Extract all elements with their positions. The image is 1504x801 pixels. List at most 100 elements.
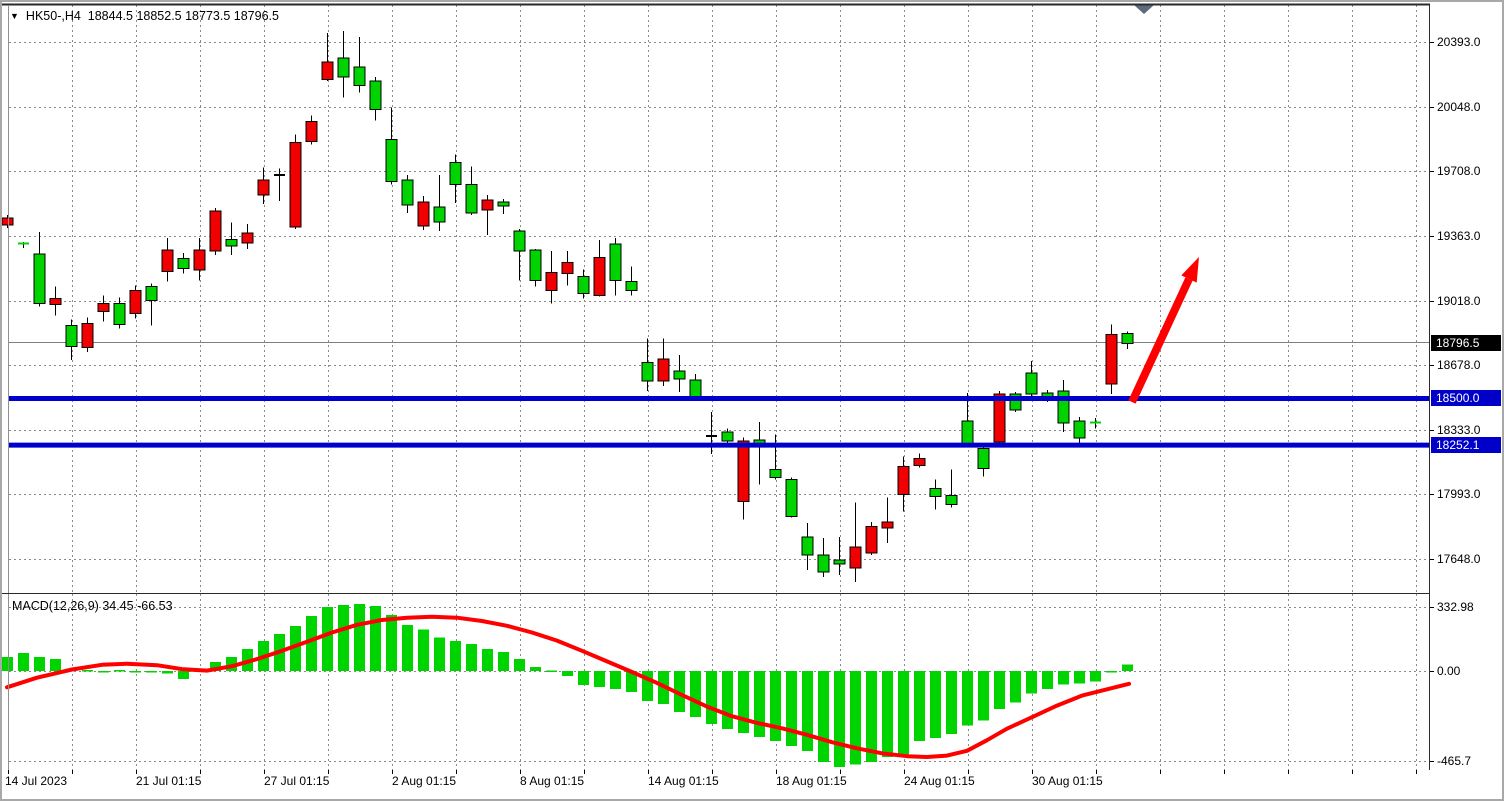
- price-chart-panel[interactable]: [2, 2, 1430, 594]
- bearish-candle: [897, 465, 910, 496]
- price-tick-label: 20393.0: [1437, 35, 1481, 49]
- bearish-candle: [97, 302, 110, 312]
- price-tick-mark: [1430, 42, 1434, 43]
- bullish-candle: [817, 554, 830, 573]
- doji-candle: [706, 435, 717, 438]
- macd-histogram-bar: [898, 671, 909, 755]
- macd-histogram-bar: [146, 671, 157, 673]
- time-tick-mark: [904, 770, 905, 774]
- bearish-candle: [737, 440, 750, 503]
- macd-histogram-bar: [338, 605, 349, 671]
- bullish-candle: [113, 302, 126, 326]
- bullish-candle: [145, 285, 158, 301]
- price-tick-mark: [1430, 559, 1434, 560]
- time-tick-mark: [456, 770, 457, 774]
- bearish-candle: [849, 546, 862, 569]
- time-tick-mark: [584, 770, 585, 774]
- macd-histogram-bar: [722, 671, 733, 730]
- macd-histogram-bar: [546, 670, 557, 672]
- price-tick-mark: [1430, 365, 1434, 366]
- bullish-candle: [801, 536, 814, 556]
- price-tick-mark: [1430, 236, 1434, 237]
- macd-histogram-bar: [770, 671, 781, 741]
- bullish-candle: [641, 362, 654, 382]
- price-tick-label: 19363.0: [1437, 229, 1481, 243]
- macd-signal-line: [5, 614, 1131, 759]
- macd-tick-label: 0.00: [1437, 664, 1461, 678]
- bullish-candle: [961, 420, 974, 446]
- bearish-candle: [561, 261, 574, 274]
- time-tick-mark: [8, 770, 9, 774]
- level-price-badge: 18500.0: [1431, 390, 1501, 406]
- macd-histogram-bar: [1122, 664, 1133, 671]
- macd-histogram-bar: [626, 671, 637, 692]
- doji-candle: [18, 242, 29, 245]
- macd-indicator-panel[interactable]: [2, 594, 1430, 771]
- time-tick-label: 21 Jul 01:15: [136, 774, 202, 788]
- time-axis[interactable]: 14 Jul 2023 21 Jul 01:15 27 Jul 01:15 2 Aug…: [2, 770, 1430, 797]
- bearish-candle: [81, 323, 94, 349]
- bullish-candle: [1057, 390, 1070, 424]
- ohlc-high: 18852.5: [136, 9, 182, 23]
- chart-shift-marker-icon: [1134, 5, 1154, 14]
- bearish-candle: [289, 142, 302, 228]
- bullish-candle: [465, 184, 478, 214]
- bearish-candle: [417, 201, 430, 227]
- bearish-candle: [161, 249, 174, 272]
- macd-tick-mark: [1430, 761, 1434, 762]
- bearish-candle: [481, 199, 494, 211]
- bullish-candle: [721, 431, 734, 442]
- macd-histogram-bar: [834, 671, 845, 767]
- price-axis[interactable]: 20393.0 20048.0 19708.0 19363.0 19018.0 18678…: [1430, 2, 1502, 797]
- macd-name: MACD(12,26,9): [12, 599, 99, 613]
- macd-histogram-bar: [1058, 671, 1069, 685]
- macd-histogram-bar: [850, 671, 861, 765]
- bullish-candle: [977, 447, 990, 469]
- macd-histogram-bar: [98, 671, 109, 673]
- trend-arrow[interactable]: [1128, 277, 1193, 404]
- macd-histogram-bar: [738, 671, 749, 733]
- macd-histogram-bar: [786, 671, 797, 746]
- bearish-candle: [593, 256, 606, 296]
- macd-histogram-bar: [818, 671, 829, 762]
- trend-arrow-head[interactable]: [1181, 257, 1199, 283]
- bullish-candle: [497, 201, 510, 207]
- bearish-candle: [913, 457, 926, 467]
- bullish-candle: [177, 257, 190, 269]
- bullish-candle: [449, 162, 462, 186]
- macd-histogram-bar: [498, 651, 509, 671]
- bearish-candle: [209, 210, 222, 252]
- macd-histogram-bar: [1010, 671, 1021, 703]
- time-tick-label: 2 Aug 01:15: [392, 774, 457, 788]
- macd-histogram-bar: [2, 656, 13, 671]
- bullish-candle: [513, 230, 526, 252]
- macd-main-value: 34.45: [102, 599, 134, 613]
- bullish-candle: [1121, 333, 1134, 345]
- macd-signal-value: -66.53: [137, 599, 173, 613]
- bullish-candle: [225, 239, 238, 247]
- time-tick-label: 24 Aug 01:15: [904, 774, 975, 788]
- ohlc-close: 18796.5: [233, 9, 279, 23]
- bullish-candle: [833, 559, 846, 565]
- macd-histogram-bar: [706, 671, 717, 725]
- time-tick-mark: [648, 770, 649, 774]
- bullish-candle: [1025, 372, 1038, 395]
- macd-histogram-bar: [114, 670, 125, 672]
- price-tick-mark: [1430, 301, 1434, 302]
- price-tick-mark: [1430, 107, 1434, 108]
- time-tick-mark: [328, 770, 329, 774]
- symbol-dropdown-icon[interactable]: ▼: [10, 11, 19, 21]
- bearish-candle: [2, 217, 14, 226]
- macd-histogram-bar: [226, 656, 237, 671]
- time-tick-mark: [264, 770, 265, 774]
- time-tick-label: 27 Jul 01:15: [264, 774, 330, 788]
- bullish-candle: [1073, 420, 1086, 439]
- bullish-candle: [401, 179, 414, 206]
- bullish-candle: [433, 206, 446, 223]
- time-tick-mark: [776, 770, 777, 774]
- macd-histogram-bar: [34, 656, 45, 671]
- bearish-candle: [1105, 334, 1118, 385]
- bullish-candle: [337, 57, 350, 78]
- time-tick-mark: [200, 770, 201, 774]
- current-price-badge: 18796.5: [1431, 335, 1501, 351]
